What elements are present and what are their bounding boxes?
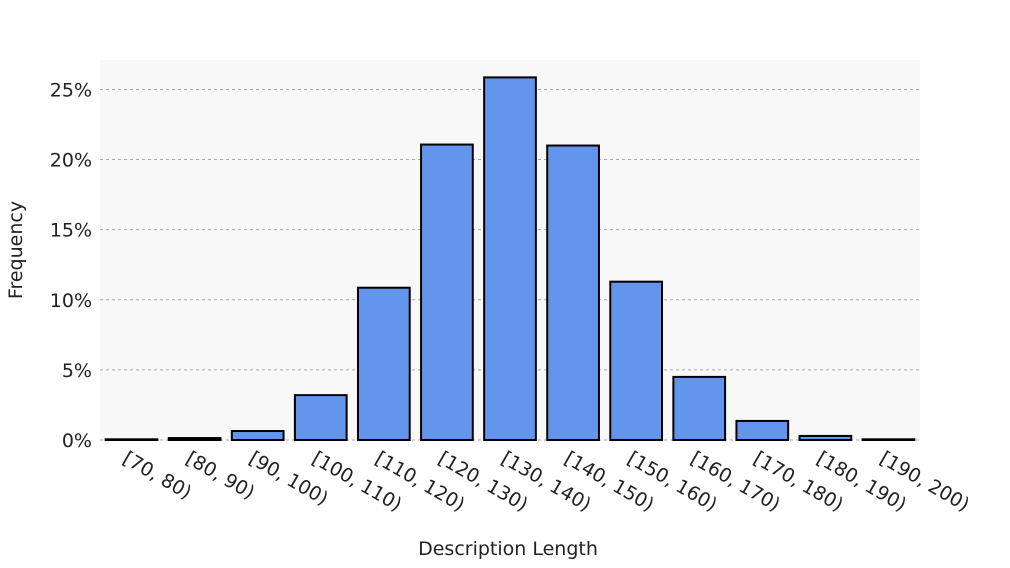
bar bbox=[483, 76, 537, 441]
x-tick-label: [70, 80) bbox=[119, 447, 195, 504]
bar bbox=[546, 144, 600, 441]
bar bbox=[672, 375, 727, 441]
y-tick-label: 20% bbox=[50, 150, 92, 172]
bar bbox=[420, 143, 474, 442]
bar bbox=[861, 438, 916, 441]
y-tick-label: 5% bbox=[62, 360, 92, 382]
bar bbox=[735, 419, 790, 442]
bar bbox=[230, 430, 285, 441]
y-axis-title: Frequency bbox=[5, 201, 27, 299]
y-tick-label: 25% bbox=[50, 79, 92, 101]
x-axis-title: Description Length bbox=[418, 538, 598, 560]
bar bbox=[293, 394, 348, 441]
y-tick-label: 10% bbox=[50, 290, 92, 312]
bar bbox=[167, 437, 222, 441]
bar bbox=[356, 286, 411, 441]
y-tick-label: 15% bbox=[50, 220, 92, 242]
y-tick-label: 0% bbox=[62, 430, 92, 452]
x-tick-label: [80, 90) bbox=[182, 447, 258, 504]
bar bbox=[609, 280, 664, 441]
bar bbox=[104, 438, 159, 441]
bar bbox=[798, 434, 853, 442]
